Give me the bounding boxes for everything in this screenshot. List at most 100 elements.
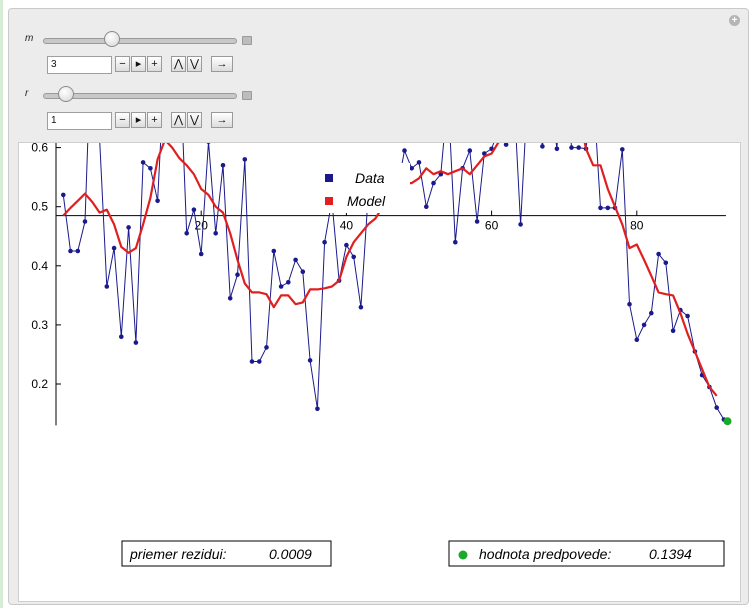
data-point	[119, 334, 124, 339]
data-point	[416, 160, 422, 165]
data-point	[605, 205, 611, 211]
data-point	[271, 248, 277, 254]
m-slider-thumb[interactable]	[104, 31, 121, 47]
data-point	[235, 272, 240, 277]
data-point	[213, 231, 218, 236]
data-point	[685, 313, 690, 319]
data-point	[467, 148, 473, 153]
forecast-series	[723, 417, 732, 426]
data-point	[198, 251, 204, 257]
data-point	[315, 406, 320, 412]
r-faster-button[interactable]: ⋀	[171, 112, 186, 128]
data-point	[278, 284, 284, 289]
data-point	[569, 145, 574, 150]
y-tick-label: 0.5	[31, 200, 48, 214]
data-point	[431, 180, 436, 186]
data-point	[322, 239, 327, 245]
data-point	[133, 340, 139, 345]
x-tick-label: 20	[195, 219, 209, 233]
data-point	[140, 160, 146, 165]
data-point	[242, 157, 248, 162]
data-point	[184, 231, 189, 236]
residual-box	[121, 540, 332, 567]
legend-model-label: Model	[347, 193, 386, 209]
data-point	[641, 322, 647, 328]
m-slider-label: m	[25, 33, 34, 44]
y-tick-label: 0.3	[31, 318, 48, 332]
r-decrement-button[interactable]: −	[115, 112, 130, 128]
data-point	[576, 145, 581, 150]
data-point	[453, 239, 458, 245]
data-point	[714, 405, 719, 410]
r-value-field[interactable]: 1	[47, 112, 112, 130]
residual-label: priemer rezidui:	[129, 546, 227, 562]
forecast-value: 0.1394	[649, 546, 692, 562]
forecast-point	[723, 417, 732, 426]
data-point	[627, 301, 632, 307]
data-point	[438, 171, 444, 177]
m-faster-button[interactable]: ⋀	[171, 56, 186, 72]
legend-model-swatch	[325, 197, 333, 205]
m-slider-track[interactable]	[43, 38, 237, 44]
data-point	[75, 248, 81, 254]
data-point	[111, 245, 117, 251]
x-tick-label: 80	[630, 219, 644, 233]
m-increment-button[interactable]: +	[147, 56, 162, 72]
r-slider-thumb[interactable]	[58, 86, 75, 102]
data-point	[656, 251, 661, 257]
m-decrement-button[interactable]: −	[115, 56, 130, 72]
data-point	[155, 198, 160, 204]
m-step-button[interactable]: →	[211, 56, 233, 72]
data-point	[264, 345, 269, 350]
forecast-box	[448, 540, 725, 567]
m-expand-controls-icon[interactable]	[242, 36, 252, 45]
data-point	[620, 147, 625, 152]
m-slower-button[interactable]: ⋁	[187, 56, 202, 72]
data-point	[148, 166, 153, 171]
m-value-field[interactable]: 3	[47, 56, 112, 74]
plot-area: 0.20.30.40.50.60.70.820406080 Data Model…	[18, 0, 741, 602]
data-point	[649, 310, 654, 316]
data-point	[351, 254, 357, 260]
r-play-button[interactable]: ▸	[131, 112, 146, 128]
m-play-button[interactable]: ▸	[131, 56, 146, 72]
y-tick-label: 0.2	[31, 377, 48, 391]
data-point	[402, 148, 407, 153]
options-plus-icon[interactable]: +	[729, 15, 740, 26]
data-point	[220, 163, 226, 168]
data-point	[68, 248, 73, 254]
y-tick-label: 0.4	[31, 259, 48, 273]
data-point	[540, 144, 545, 149]
legend-data-label: Data	[355, 170, 385, 186]
r-step-button[interactable]: →	[211, 112, 233, 128]
time-series-chart: 0.20.30.40.50.60.70.820406080 Data Model…	[31, 0, 732, 567]
data-point	[82, 219, 88, 224]
data-point	[503, 142, 509, 147]
data-point	[409, 166, 415, 171]
data-point	[257, 359, 262, 364]
data-point	[191, 207, 197, 212]
data-point	[634, 337, 640, 342]
residual-annotation: priemer rezidui: 0.0009	[121, 540, 332, 567]
data-point	[482, 151, 487, 156]
y-tick-label: 0.6	[31, 143, 48, 155]
data-point	[518, 222, 523, 227]
forecast-annotation: hodnota predpovede: 0.1394	[448, 540, 725, 567]
data-point	[307, 358, 313, 363]
legend-data-swatch	[325, 174, 333, 182]
manipulate-panel: + m 3 − ▸ + ⋀ ⋁ → r 1 − ▸ + ⋀ ⋁ → 0.2 0.3…	[8, 0, 749, 605]
data-point	[286, 280, 291, 285]
data-point	[61, 192, 66, 198]
left-accent-bar	[0, 0, 3, 608]
data-point	[670, 328, 676, 334]
r-increment-button[interactable]: +	[147, 112, 162, 128]
forecast-marker-icon	[458, 550, 468, 560]
data-point	[300, 269, 306, 274]
r-expand-controls-icon[interactable]	[242, 91, 252, 100]
r-slower-button[interactable]: ⋁	[187, 112, 202, 128]
data-point	[358, 304, 364, 310]
r-slider-label: r	[25, 88, 29, 99]
forecast-label: hodnota predpovede:	[479, 546, 611, 562]
r-slider-track[interactable]	[43, 93, 237, 99]
x-tick-label: 60	[485, 219, 499, 233]
